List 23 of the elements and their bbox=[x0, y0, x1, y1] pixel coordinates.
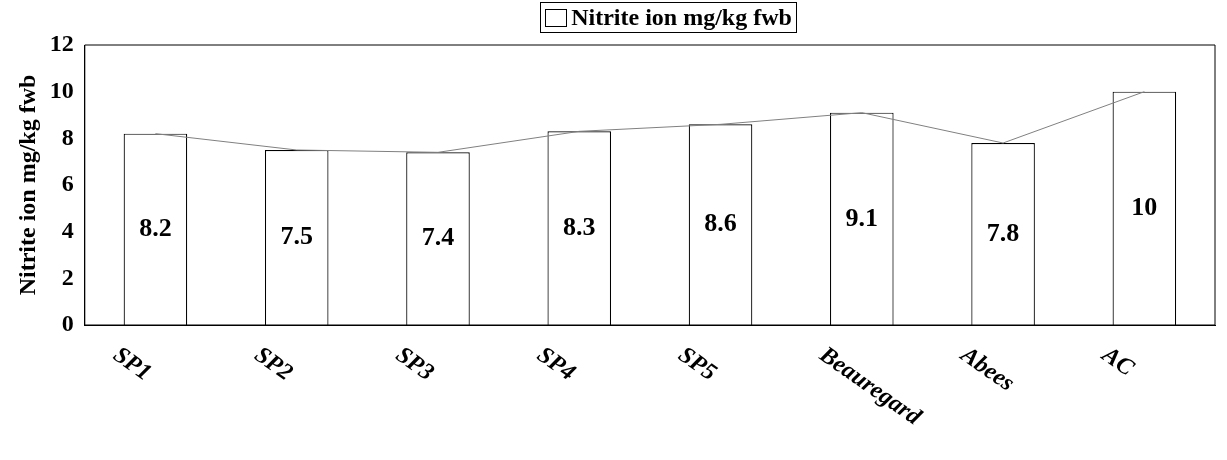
x-tick-label: SP4 bbox=[532, 340, 581, 386]
x-tick-label: SP5 bbox=[674, 340, 722, 386]
y-tick-label: 6 bbox=[61, 170, 74, 197]
data-label: 8.2 bbox=[139, 213, 172, 243]
x-tick-label: AC bbox=[1096, 339, 1140, 382]
data-label: 7.4 bbox=[421, 222, 455, 252]
data-label: 7.8 bbox=[986, 217, 1020, 247]
y-tick-label: 4 bbox=[61, 216, 74, 243]
y-tick-label: 0 bbox=[61, 310, 74, 337]
data-label: 8.6 bbox=[704, 208, 737, 238]
y-tick-label: 10 bbox=[49, 76, 74, 103]
y-axis-title: Nitrite ion mg/kg fwb bbox=[13, 74, 40, 296]
x-tick-label: SP3 bbox=[391, 340, 440, 386]
y-tick-label: 2 bbox=[61, 263, 74, 290]
y-tick-label: 12 bbox=[49, 30, 74, 57]
text: Nitrite ion mg/kg fwb bbox=[571, 4, 792, 31]
data-label: 8.3 bbox=[563, 211, 596, 241]
data-label: 10 bbox=[1131, 192, 1158, 222]
x-tick-label: SP2 bbox=[250, 340, 298, 386]
y-tick-label: 8 bbox=[61, 123, 74, 150]
data-label: 7.5 bbox=[280, 221, 313, 251]
x-tick-label: SP1 bbox=[109, 340, 157, 386]
data-label: 9.1 bbox=[845, 202, 879, 232]
